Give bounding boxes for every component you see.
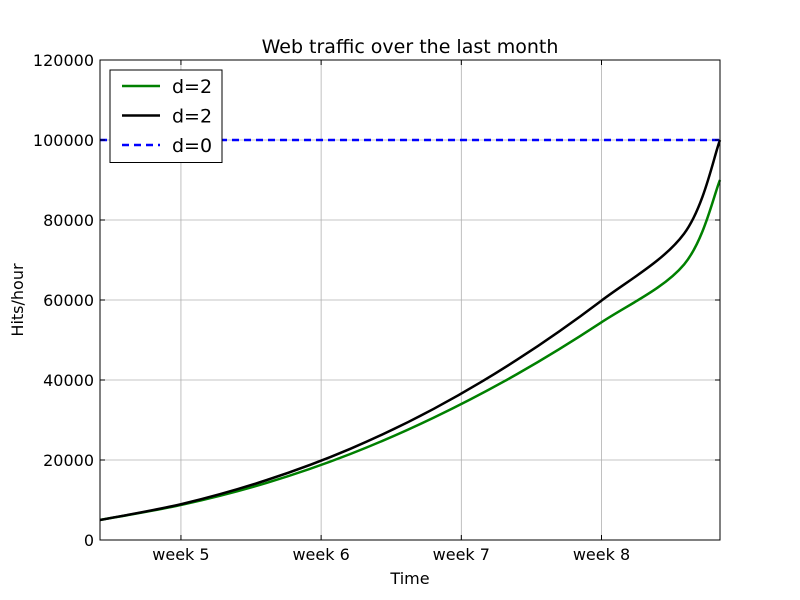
x-tick-label: week 5 bbox=[152, 545, 209, 564]
x-tick-label: week 7 bbox=[433, 545, 490, 564]
ticks: 0 20000 40000 60000 80000 100000 120000 week 5 w… bbox=[33, 51, 720, 564]
y-tick-label: 60000 bbox=[43, 291, 94, 310]
x-tick-label: week 6 bbox=[292, 545, 349, 564]
y-tick-label: 40000 bbox=[43, 371, 94, 390]
legend: d=2 d=2 d=0 bbox=[109, 69, 223, 163]
y-axis-label: Hits/hour bbox=[8, 263, 27, 337]
legend-label: d=2 bbox=[172, 76, 212, 98]
series-line-0 bbox=[99, 179, 722, 522]
chart-title: Web traffic over the last month bbox=[262, 36, 559, 58]
series-line-1 bbox=[99, 139, 722, 522]
y-tick-label: 100000 bbox=[33, 131, 94, 150]
x-tick-label: week 8 bbox=[573, 545, 630, 564]
y-tick-label: 80000 bbox=[43, 211, 94, 230]
y-tick-label: 0 bbox=[84, 531, 94, 550]
legend-label: d=2 bbox=[172, 106, 212, 128]
y-tick-label: 20000 bbox=[43, 451, 94, 470]
series-layer bbox=[99, 138, 722, 522]
y-tick-label: 120000 bbox=[33, 51, 94, 70]
legend-label: d=0 bbox=[172, 135, 212, 157]
x-axis-label: Time bbox=[389, 569, 429, 588]
